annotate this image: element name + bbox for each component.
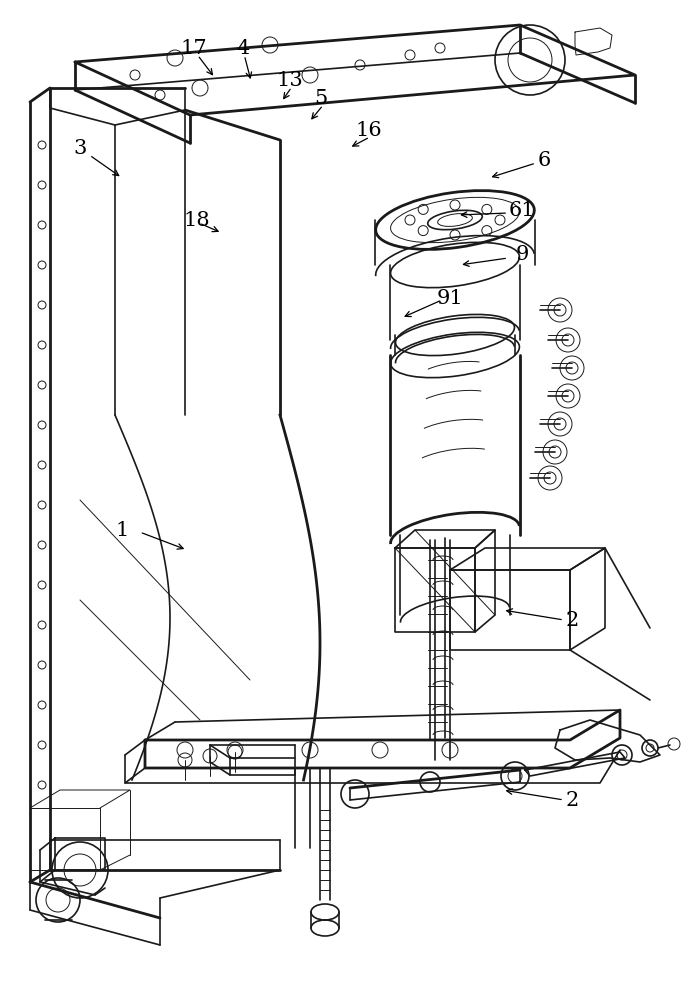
Text: 2: 2: [566, 790, 579, 810]
Text: 17: 17: [181, 38, 207, 57]
Text: 18: 18: [184, 211, 210, 230]
Text: 5: 5: [315, 89, 327, 107]
Text: 16: 16: [355, 120, 382, 139]
Text: 1: 1: [115, 520, 129, 540]
Text: 9: 9: [515, 245, 529, 264]
Text: 3: 3: [73, 138, 87, 157]
Text: 13: 13: [276, 70, 303, 90]
Text: 91: 91: [437, 288, 463, 308]
Text: 61: 61: [509, 200, 535, 220]
Text: 6: 6: [538, 150, 551, 169]
Text: 4: 4: [237, 38, 249, 57]
Text: 2: 2: [566, 610, 579, 630]
